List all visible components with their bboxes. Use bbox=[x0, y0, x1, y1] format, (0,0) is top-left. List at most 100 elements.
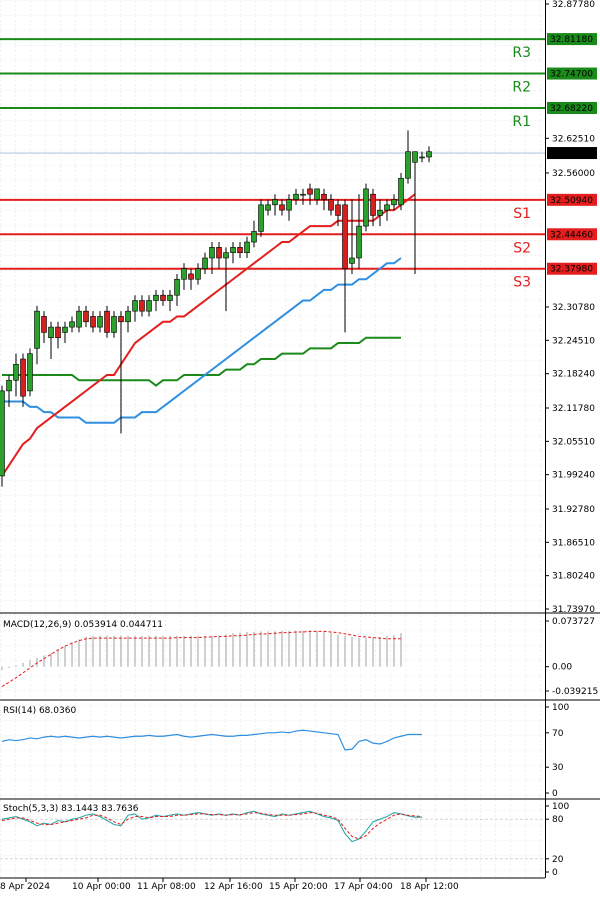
stoch-k-line bbox=[1, 810, 422, 843]
x-tick-label: 8 Apr 2024 bbox=[0, 882, 50, 892]
candle-body bbox=[20, 358, 26, 397]
candle-body bbox=[377, 209, 383, 216]
x-tick-label: 10 Apr 00:00 bbox=[72, 882, 131, 892]
candle-body bbox=[223, 252, 229, 259]
rsi-line bbox=[1, 729, 422, 751]
candle bbox=[195, 263, 201, 285]
candle bbox=[209, 242, 215, 274]
candle-body bbox=[174, 278, 180, 296]
rsi-pane bbox=[0, 701, 545, 798]
candle-body bbox=[272, 199, 278, 206]
candle bbox=[69, 316, 75, 333]
candle bbox=[55, 321, 61, 349]
macd-layer bbox=[1, 630, 402, 687]
price-layer: R3 R2 R1 S1 S2 S3 bbox=[0, 38, 545, 487]
candle-body bbox=[153, 294, 159, 301]
candle-body bbox=[279, 204, 285, 211]
candle-body bbox=[146, 300, 152, 312]
candle bbox=[153, 289, 159, 312]
candle-body bbox=[216, 247, 222, 259]
rsi-tick-label: 70 bbox=[552, 729, 564, 739]
level-price-badge bbox=[547, 33, 597, 46]
candle bbox=[125, 305, 131, 333]
candle-body bbox=[321, 193, 327, 200]
rsi-label: RSI(14) 68.0360 bbox=[3, 706, 76, 716]
candle-body bbox=[6, 379, 12, 392]
candle bbox=[314, 188, 320, 205]
candle bbox=[139, 295, 145, 317]
candle bbox=[321, 188, 327, 211]
candle bbox=[111, 311, 117, 338]
candle-body bbox=[286, 199, 292, 211]
candle bbox=[356, 194, 362, 269]
level-tag-r1: R1 bbox=[512, 114, 531, 130]
candle-body bbox=[111, 316, 117, 333]
candle-body bbox=[69, 321, 75, 328]
macd-signal-line bbox=[1, 630, 401, 687]
candle-body bbox=[209, 247, 215, 259]
stoch-tick-label: 80 bbox=[552, 815, 564, 825]
candle bbox=[300, 188, 306, 205]
candle-body bbox=[118, 316, 124, 323]
candle bbox=[363, 183, 369, 232]
level-price-badge bbox=[547, 262, 597, 275]
candle bbox=[405, 130, 411, 184]
candle-body bbox=[307, 188, 313, 195]
candle-body bbox=[90, 316, 96, 328]
candle bbox=[167, 289, 173, 312]
candle bbox=[41, 311, 47, 344]
price-tick-label: 31.86510 bbox=[552, 538, 595, 548]
candle-body bbox=[384, 204, 390, 211]
rsi-tick-label: 30 bbox=[552, 763, 564, 773]
level-tag-r3: R3 bbox=[512, 45, 531, 61]
candle-body bbox=[181, 268, 187, 280]
candle-body bbox=[104, 310, 110, 333]
candle bbox=[412, 151, 418, 274]
candle bbox=[0, 385, 5, 487]
rsi-tick-label: 0 bbox=[552, 789, 558, 799]
x-tick-label: 18 Apr 12:00 bbox=[400, 882, 459, 892]
candle bbox=[279, 199, 285, 216]
current-price-badge bbox=[547, 147, 597, 160]
price-tick-label: 31.80240 bbox=[552, 572, 595, 582]
candle bbox=[384, 199, 390, 221]
rsi-tick-label: 100 bbox=[552, 703, 569, 713]
candle-body bbox=[83, 310, 89, 323]
candle bbox=[223, 247, 229, 312]
candle-body bbox=[412, 151, 418, 163]
candle-body bbox=[398, 177, 404, 206]
candle-body bbox=[349, 257, 355, 264]
candle bbox=[342, 199, 348, 333]
candle-body bbox=[41, 316, 47, 333]
candle-body bbox=[258, 204, 264, 232]
candle-body bbox=[391, 199, 397, 206]
stoch-d-line bbox=[1, 812, 423, 840]
candle bbox=[181, 263, 187, 290]
stoch-layer bbox=[0, 810, 545, 860]
candle bbox=[146, 295, 152, 317]
candle-body bbox=[265, 204, 271, 211]
candle bbox=[244, 236, 250, 258]
candle-body bbox=[139, 300, 145, 312]
price-tick-label: 31.73970 bbox=[552, 605, 595, 615]
candle-body bbox=[335, 204, 341, 216]
stoch-tick-label: 20 bbox=[552, 855, 564, 865]
candle-body bbox=[0, 390, 5, 477]
price-tick-label: 31.99240 bbox=[552, 471, 595, 481]
price-pane bbox=[0, 0, 545, 612]
candle bbox=[132, 295, 138, 322]
candle bbox=[76, 305, 82, 333]
stoch-tick-label: 0 bbox=[552, 868, 558, 878]
ma-green-line bbox=[2, 336, 401, 387]
candle bbox=[426, 146, 432, 163]
candle bbox=[286, 194, 292, 221]
candle bbox=[27, 348, 33, 397]
candle bbox=[118, 311, 124, 434]
candle bbox=[83, 305, 89, 328]
candle-body bbox=[230, 247, 236, 253]
level-price-label: 32.50940 bbox=[550, 196, 593, 206]
candle-body bbox=[300, 193, 306, 196]
level-tag-s3: S3 bbox=[513, 275, 531, 291]
